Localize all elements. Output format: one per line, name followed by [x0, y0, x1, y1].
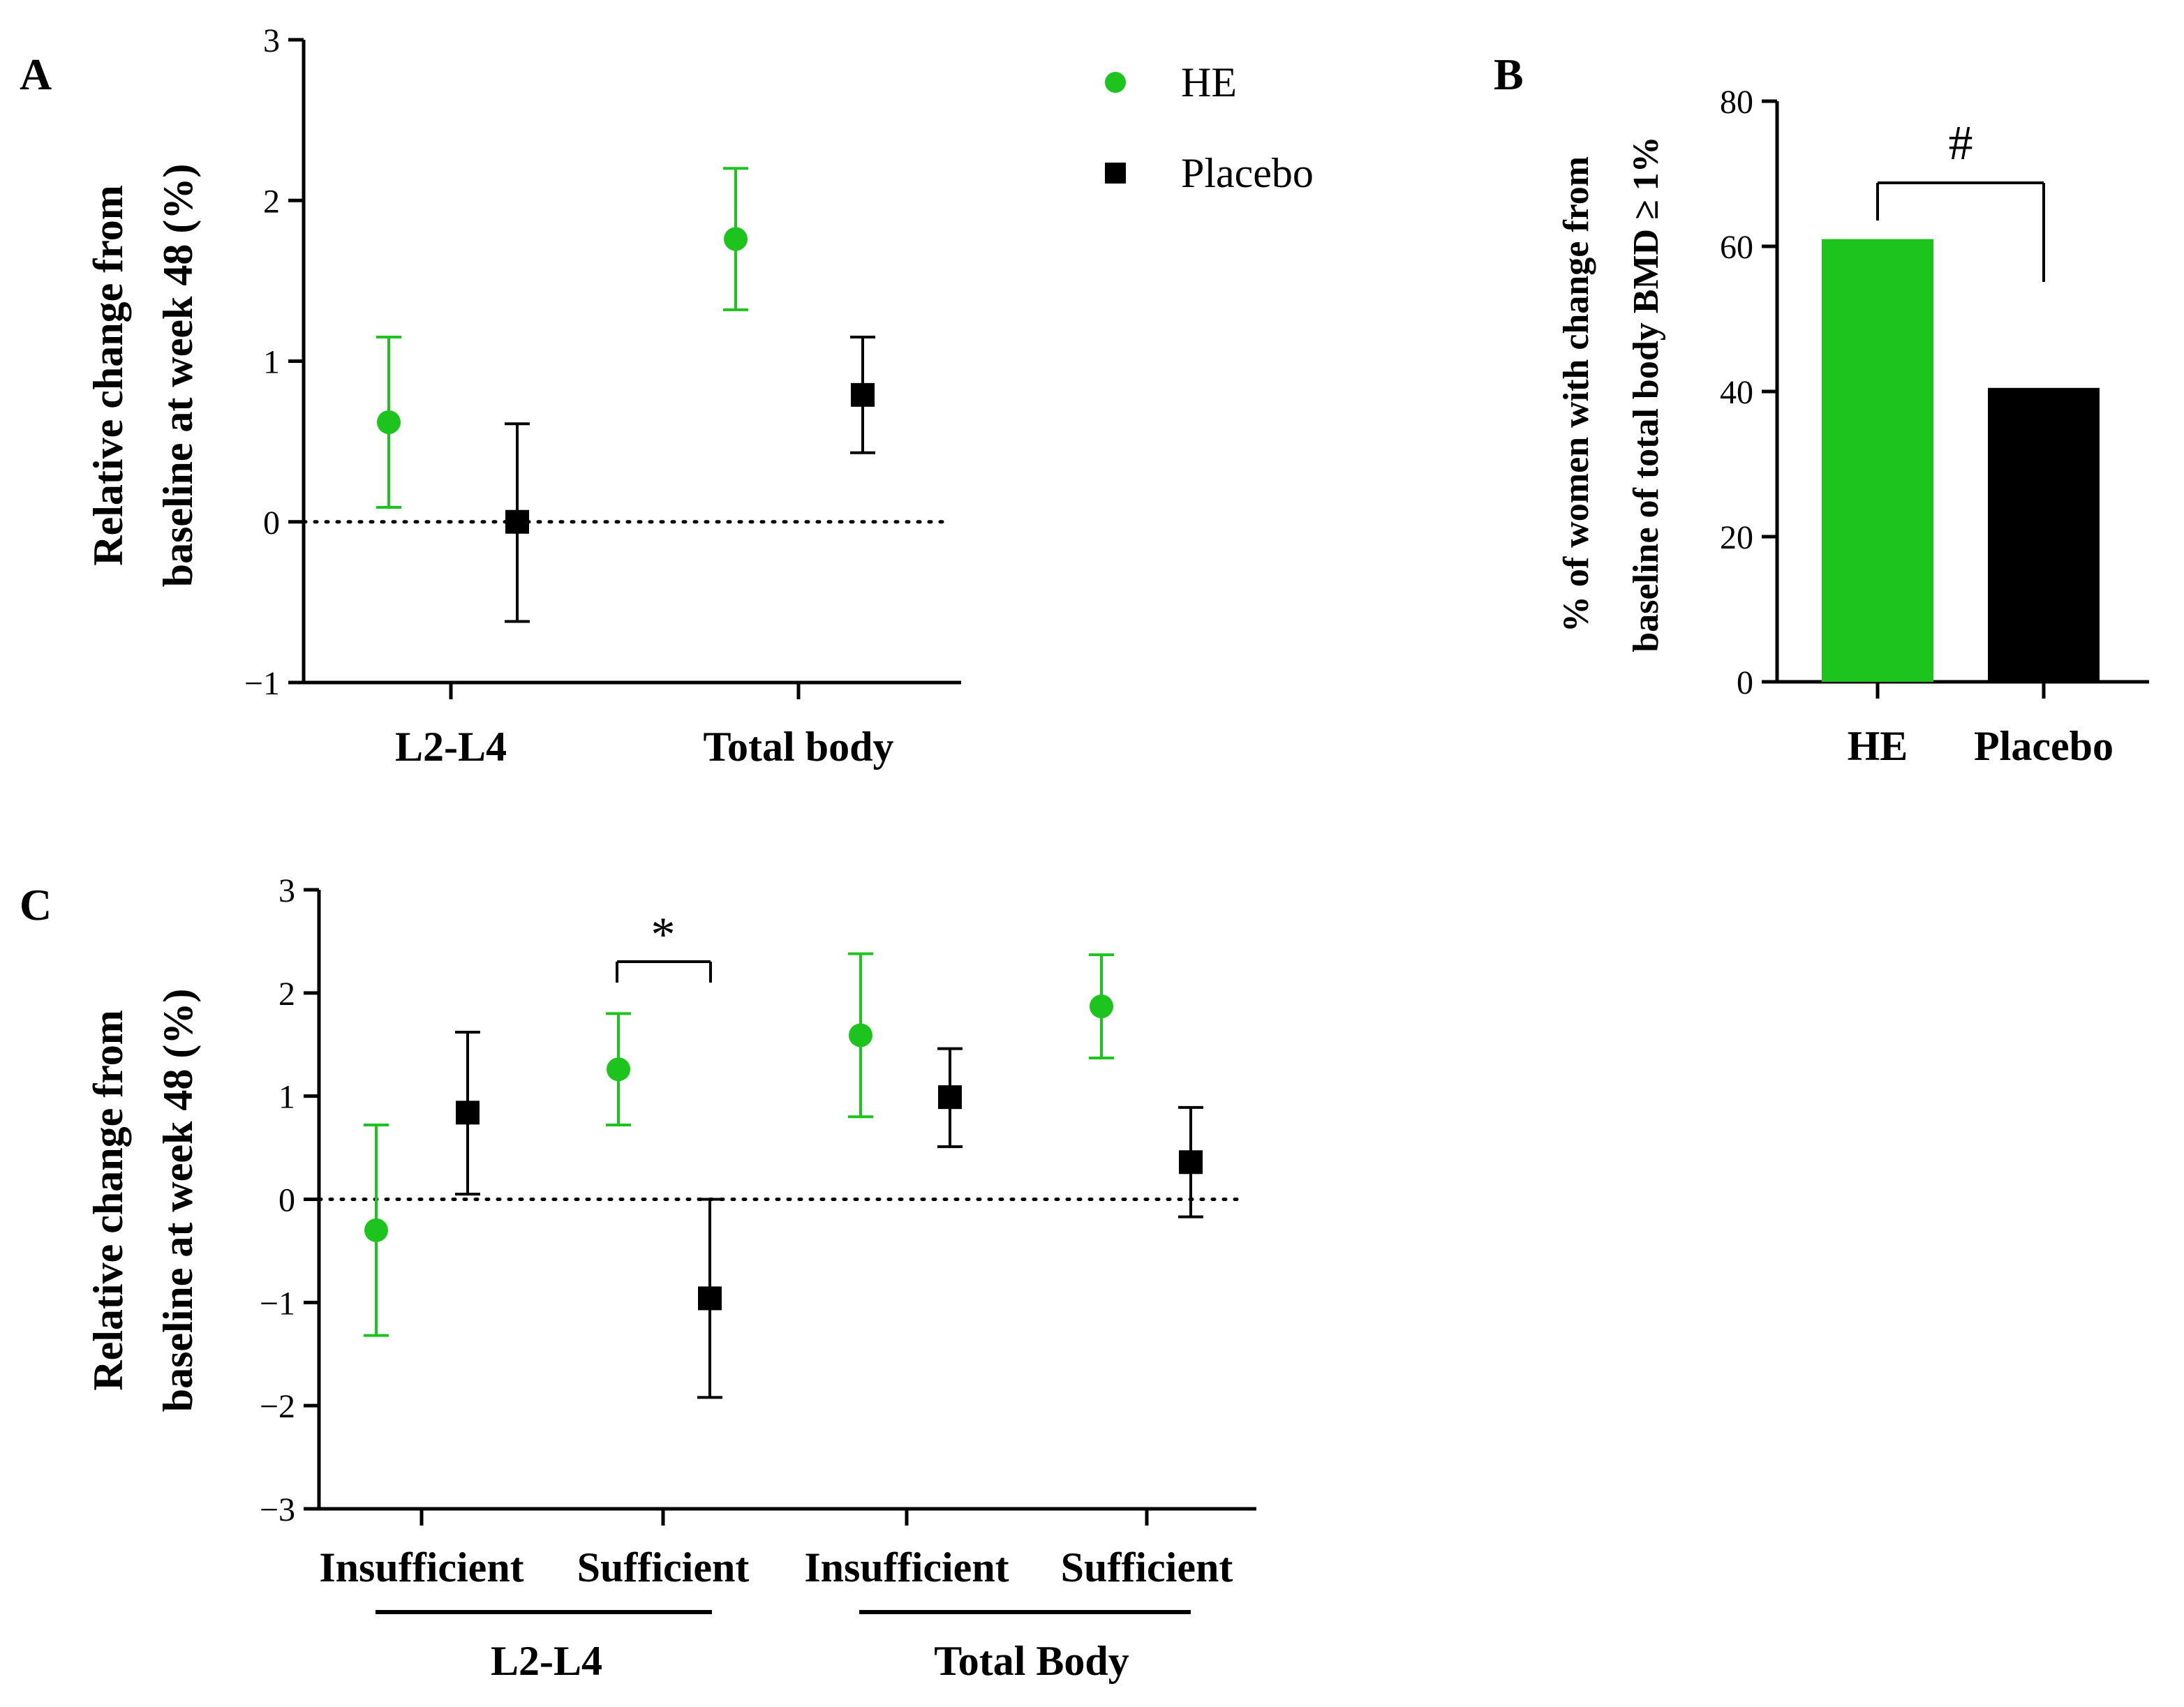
panel-b-plot: 0 20 40 60 80 HE Placebo — [1720, 84, 2149, 769]
panel-c-x-tick-label: Sufficient — [1061, 1544, 1233, 1590]
panel-c-placebo-point — [1179, 1150, 1203, 1175]
panel-c-y-tick-label: −2 — [260, 1388, 295, 1425]
panel-a-y-tick-label: −1 — [244, 665, 280, 702]
panel-b-ylabel-line2: baseline of total body BMD ≥ 1% — [1626, 136, 1666, 652]
panel-c-placebo-point — [938, 1085, 962, 1110]
panel-b-bar-placebo — [1988, 387, 2100, 682]
panel-b-y-tick-label: 20 — [1720, 519, 1753, 556]
panel-c-group-l2l4: L2-L4 — [491, 1638, 602, 1684]
panel-b-bar-he — [1822, 239, 1933, 683]
panel-b-x-tick-label: Placebo — [1974, 723, 2114, 769]
panel-c-he-point — [1090, 994, 1113, 1019]
panel-a-he-point — [724, 227, 748, 251]
panel-c-label: C — [20, 880, 52, 930]
panel-a-y-tick-label: 2 — [263, 183, 280, 220]
panel-a-ylabel-line1: Relative change from — [85, 185, 131, 565]
panel-c-ylabel-line1: Relative change from — [85, 1010, 131, 1390]
panel-b-y-tick-label: 40 — [1720, 374, 1753, 411]
panel-c-he-point — [607, 1057, 630, 1082]
panel-a-he-point — [377, 410, 401, 434]
panel-a-x-tick-label: L2-L4 — [395, 724, 507, 770]
panel-c-placebo-point — [456, 1101, 480, 1125]
panel-c-y-tick-label: −3 — [260, 1491, 295, 1528]
panel-b-annotation: # — [1949, 117, 1973, 170]
panel-b-y-tick-label: 80 — [1720, 84, 1753, 121]
panel-a-placebo-point — [505, 509, 529, 534]
panel-c-placebo-point — [698, 1286, 722, 1311]
legend-he-marker — [1105, 72, 1126, 93]
panel-c-ylabel-line2: baseline at week 48 (%) — [155, 989, 201, 1412]
panel-c-x-tick-label: Insufficient — [804, 1544, 1009, 1590]
panel-b-label: B — [1494, 50, 1524, 99]
panel-c-y-tick-label: −1 — [260, 1285, 295, 1322]
panel-c-he-point — [364, 1218, 388, 1242]
panel-b-x-tick-label: HE — [1848, 723, 1908, 769]
panel-b-y-tick-label: 0 — [1737, 664, 1753, 701]
panel-a-plot: −1 0 1 2 3 L2-L4 Total body — [244, 22, 961, 770]
panel-c-x-tick-label: Sufficient — [577, 1544, 750, 1590]
panel-c-y-tick-label: 2 — [278, 976, 295, 1013]
legend: HE Placebo — [1105, 59, 1314, 196]
panel-b-ylabel-line1: % of women with change from — [1557, 156, 1596, 632]
panel-c-y-tick-label: 0 — [278, 1182, 295, 1219]
panel-c-group-total-body: Total Body — [934, 1638, 1129, 1684]
panel-c-he-point — [849, 1023, 872, 1048]
panel-a-y-tick-label: 1 — [263, 344, 280, 381]
panel-c-annotation: * — [651, 908, 676, 962]
panel-a-y-tick-label: 0 — [263, 505, 280, 542]
panel-c-y-tick-label: 3 — [278, 872, 295, 909]
panel-a-x-tick-label: Total body — [704, 724, 894, 770]
panel-c-plot: −3 −2 −1 0 1 2 3 Insufficient Sufficient Insuffic… — [260, 872, 1256, 1614]
panel-a-placebo-point — [851, 382, 875, 407]
panel-b-y-tick-label: 60 — [1720, 229, 1753, 266]
panel-c-y-tick-label: 1 — [278, 1079, 295, 1116]
panel-a-y-tick-label: 3 — [263, 22, 280, 59]
panel-a-label: A — [20, 50, 52, 99]
legend-placebo-marker — [1105, 163, 1126, 184]
panel-c-x-tick-label: Insufficient — [319, 1544, 523, 1590]
legend-placebo-label: Placebo — [1181, 150, 1314, 196]
panel-a-ylabel-line2: baseline at week 48 (%) — [155, 164, 201, 588]
legend-he-label: HE — [1181, 59, 1237, 105]
